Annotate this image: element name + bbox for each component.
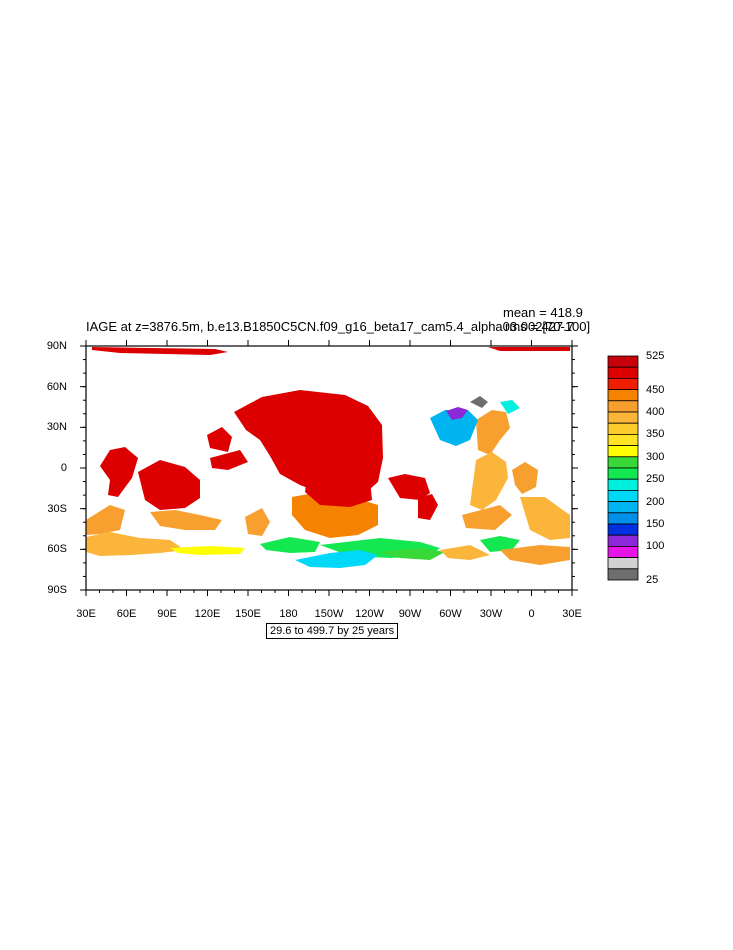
colorbar-box — [607, 389, 639, 402]
plot-title: IAGE at z=3876.5m, b.e13.B1850C5CN.f09_g… — [86, 319, 591, 334]
field-patch — [512, 462, 538, 494]
colorbar — [607, 355, 639, 581]
axis-ticks — [80, 340, 578, 596]
field-patch — [388, 474, 430, 500]
x-tick-label: 30E — [76, 608, 96, 620]
colorbar-label: 250 — [646, 473, 665, 486]
x-tick-label: 120E — [194, 608, 221, 620]
colorbar-box — [607, 411, 639, 424]
colorbar-box — [607, 568, 639, 581]
colorbar-box — [607, 501, 639, 514]
colorbar-label: 100 — [646, 540, 665, 553]
y-tick-label: 30S — [47, 502, 67, 515]
field-patch — [305, 472, 372, 507]
y-tick-label: 90S — [47, 584, 67, 596]
field-patch — [470, 452, 508, 510]
field-patch — [470, 396, 488, 408]
colorbar-label: 350 — [646, 428, 665, 441]
y-tick-label: 30N — [46, 421, 67, 434]
field-patch — [138, 460, 200, 510]
x-tick-label: 120W — [355, 608, 384, 620]
colorbar-box — [607, 534, 639, 547]
field-patch — [100, 447, 138, 497]
x-tick-label: 90W — [398, 608, 422, 620]
x-tick-label: 60E — [116, 608, 137, 620]
colorbar-label: 450 — [646, 383, 665, 396]
y-tick-label: 60N — [46, 380, 67, 393]
field-patch — [207, 427, 232, 452]
colorbar-box — [607, 445, 639, 458]
field-patch — [480, 536, 520, 552]
field-patch — [378, 548, 445, 560]
field-patch — [295, 550, 378, 568]
age-field — [86, 347, 570, 568]
field-patch — [234, 390, 383, 497]
colorbar-label: 150 — [646, 518, 665, 530]
x-tick-label: 90E — [157, 608, 177, 620]
colorbar-box — [607, 546, 639, 559]
y-tick-label: 60S — [47, 543, 67, 556]
field-patch — [476, 410, 510, 455]
y-tick-label: 0 — [60, 462, 67, 474]
field-patch — [520, 497, 570, 540]
colorbar-box — [607, 366, 639, 379]
field-patch — [446, 407, 468, 420]
field-patch — [462, 505, 512, 530]
colorbar-box — [607, 489, 639, 502]
colorbar-box — [607, 377, 639, 390]
field-patch — [260, 537, 320, 553]
x-tick-label: 150E — [235, 608, 261, 620]
colorbar-box — [607, 433, 639, 446]
colorbar-box — [607, 523, 639, 536]
y-tick-label: 90N — [46, 340, 67, 352]
colorbar-label: 200 — [646, 495, 665, 508]
contour-interval-label: 29.6 to 499.7 by 25 years — [266, 623, 399, 639]
field-patch — [150, 510, 222, 530]
rms-value: rms = 427.7 — [505, 319, 575, 334]
colorbar-box — [607, 400, 639, 413]
field-patch — [430, 410, 478, 446]
field-patch — [86, 505, 125, 535]
field-patch — [500, 400, 520, 414]
colorbar-label: 525 — [646, 350, 665, 362]
colorbar-label: 25 — [646, 574, 659, 586]
colorbar-label: 400 — [646, 406, 665, 418]
field-patch — [500, 545, 570, 565]
x-tick-label: 0 — [528, 608, 535, 620]
colorbar-box — [607, 355, 639, 368]
field-patch — [245, 508, 270, 536]
x-tick-label: 30E — [562, 608, 582, 620]
colorbar-box — [607, 512, 639, 525]
x-tick-label: 60W — [439, 608, 462, 620]
x-tick-label: 180 — [279, 608, 298, 620]
colorbar-box — [607, 467, 639, 480]
field-patch — [488, 347, 570, 351]
field-patch — [210, 450, 248, 470]
x-tick-label: 150W — [314, 608, 344, 620]
x-tick-label: 30W — [479, 608, 503, 620]
colorbar-box — [607, 456, 639, 469]
field-patch — [92, 347, 228, 355]
colorbar-box — [607, 557, 639, 570]
colorbar-box — [607, 422, 639, 435]
field-patch — [86, 532, 185, 556]
field-patch — [170, 546, 245, 555]
field-patch — [418, 494, 438, 520]
colorbar-box — [607, 478, 639, 491]
field-patch — [440, 545, 490, 560]
colorbar-label: 300 — [646, 450, 665, 463]
mean-value: mean = 418.9 — [503, 305, 583, 320]
